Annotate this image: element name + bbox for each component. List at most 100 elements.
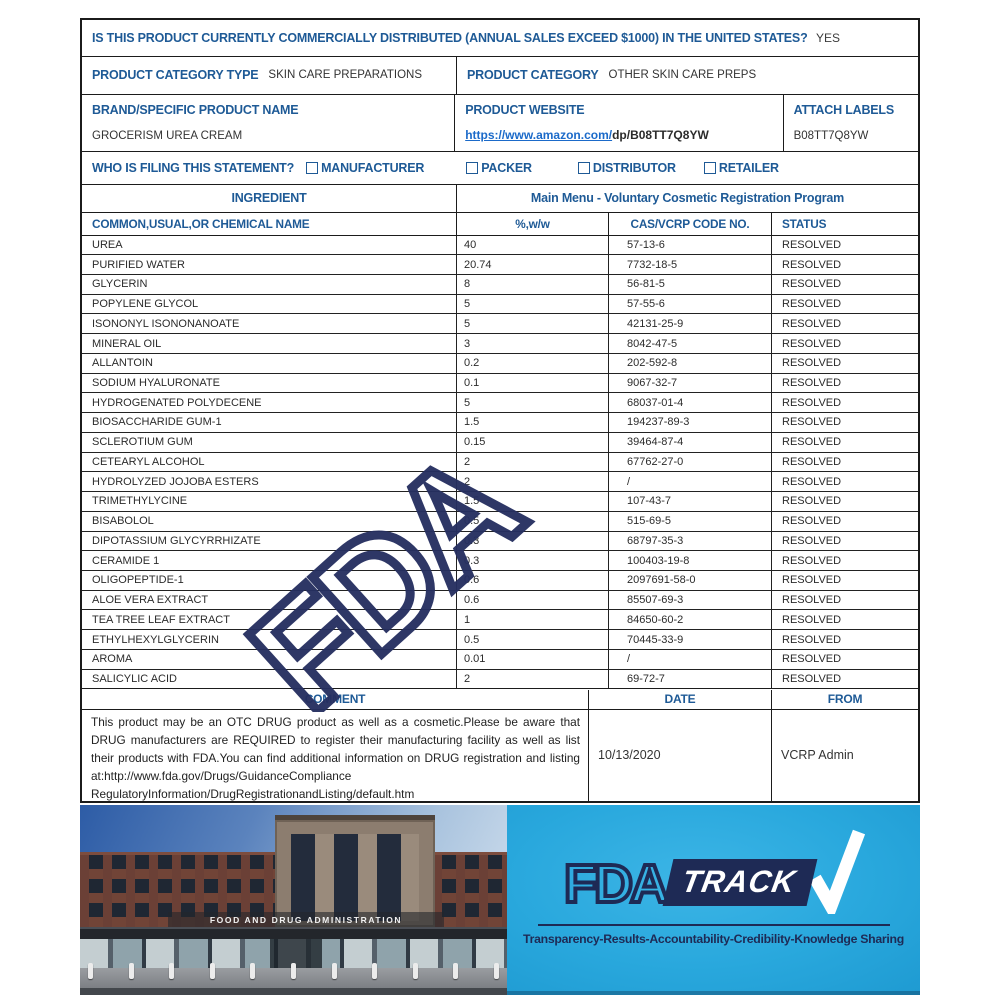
website-path: dp/B08TT7Q8YW — [612, 127, 709, 142]
ingredient-row: HYDROGENATED POLYDECENE 5 68037-01-4 RESOLV… — [82, 393, 918, 414]
filing-option[interactable]: DISTRIBUTOR — [577, 161, 676, 175]
ingredient-section-title: Main Menu - Voluntary Cosmetic Registrat… — [530, 191, 845, 205]
ingredient-pct-cell: 0.2 — [457, 353, 609, 373]
product-category-type-cell: PRODUCT CATEGORY TYPE SKIN CARE PREPARAT… — [82, 56, 457, 94]
ingredient-row: SCLEROTIUM GUM 0.15 39464-87-4 RESOLVED — [82, 432, 918, 453]
fda-track-tagline: Transparency-Results-Accountability-Cred… — [523, 932, 904, 947]
ingredient-pct-cell: 5 — [457, 393, 609, 413]
ingredient-section-header: INGREDIENT Main Menu - Voluntary Cosmeti… — [82, 184, 918, 213]
col-header-pct: %,w/w — [457, 212, 609, 235]
ingredient-cas-cell: 68797-35-3 — [609, 531, 772, 551]
ingredient-section-label: INGREDIENT — [82, 184, 457, 212]
filing-checkbox[interactable] — [703, 161, 716, 174]
bollard — [290, 963, 296, 979]
filing-checkbox[interactable] — [466, 161, 479, 174]
building-right-wing — [433, 852, 507, 927]
comment-header-row: COMMENT DATE FROM — [82, 689, 918, 710]
ingredient-cas-cell: 57-13-6 — [609, 235, 772, 255]
brand-value: GROCERISM UREA CREAM — [92, 129, 243, 142]
ingredient-row: GLYCERIN 8 56-81-5 RESOLVED — [82, 274, 918, 295]
ingredient-name-cell: SODIUM HYALURONATE — [82, 373, 457, 393]
ingredient-name-cell: ISONONYL ISONONANOATE — [82, 314, 457, 334]
ingredient-cas-cell: 202-592-8 — [609, 353, 772, 373]
ingredient-cas-cell: 39464-87-4 — [609, 432, 772, 452]
ingredient-status-cell: RESOLVED — [782, 475, 842, 488]
website-label: PRODUCT WEBSITE — [465, 102, 585, 117]
product-category-type-value: SKIN CARE PREPARATIONS — [268, 69, 422, 81]
filing-option[interactable]: RETAILER — [703, 161, 779, 175]
filing-option[interactable]: MANUFACTURER — [306, 161, 424, 175]
ingredient-row: HYDROLYZED JOJOBA ESTERS 2/ RESOLVED — [82, 472, 918, 493]
product-category-cell: PRODUCT CATEGORY OTHER SKIN CARE PREPS — [457, 57, 918, 94]
ingredient-row: BISABOLOL 0.5 515-69-5 RESOLVED — [82, 511, 918, 532]
ingredient-row: PURIFIED WATER 20.74 7732-18-5 RESOLVED — [82, 255, 918, 275]
track-wordmark: TRACK — [662, 859, 817, 907]
ingredient-pct-cell: 0.1 — [457, 373, 609, 393]
ingredient-status-cell: RESOLVED — [782, 613, 842, 626]
ingredient-pct-cell: 0.15 — [457, 432, 609, 452]
ingredient-status-cell: RESOLVED — [782, 298, 842, 311]
ingredient-cas-cell: 70445-33-9 — [609, 630, 772, 649]
ingredient-name-cell: ALLANTOIN — [82, 353, 457, 373]
ingredient-status-cell: RESOLVED — [782, 238, 842, 251]
ingredient-name-cell: HYDROGENATED POLYDECENE — [82, 393, 457, 413]
ingredient-status-cell: RESOLVED — [782, 653, 842, 666]
filing-options: MANUFACTURER PACKER DISTRIBUTOR RETAILER — [294, 161, 779, 175]
website-value: https://www.amazon.com/dp/B08TT7Q8YW — [465, 128, 772, 142]
ingredient-row: SODIUM HYALURONATE 0.1 9067-32-7 RESOLVED — [82, 373, 918, 394]
product-category-value: OTHER SKIN CARE PREPS — [608, 69, 757, 81]
filing-option[interactable]: PACKER — [466, 161, 532, 175]
comment-text: This product may be an OTC DRUG product … — [82, 709, 589, 801]
ingredient-pct-cell: 0.5 — [457, 630, 609, 649]
comment-date: 10/13/2020 — [589, 709, 772, 801]
filing-checkbox[interactable] — [306, 161, 319, 174]
filing-checkbox[interactable] — [577, 161, 590, 174]
ingredient-name-cell: UREA — [82, 235, 457, 255]
fda-logo-icon: FDA — [562, 854, 673, 912]
website-link[interactable]: https://www.amazon.com/ — [465, 127, 613, 142]
ingredient-status-cell: RESOLVED — [782, 673, 842, 686]
ingredient-name-cell: BISABOLOL — [82, 511, 457, 531]
filing-row: WHO IS FILING THIS STATEMENT? MANUFACTUR… — [82, 152, 918, 185]
ingredient-cas-cell: 85507-69-3 — [609, 590, 772, 610]
col-header-cas: CAS/VCRP CODE NO. — [609, 212, 772, 235]
ingredient-name-cell: ETHYLHEXYLGLYCERIN — [82, 630, 457, 649]
ingredient-row: ETHYLHEXYLGLYCERIN 0.5 70445-33-9 RESOLVED — [82, 630, 918, 650]
building-sign-text: FOOD AND DRUG ADMINISTRATION — [209, 914, 403, 925]
brand-cell: BRAND/SPECIFIC PRODUCT NAME GROCERISM UR… — [82, 94, 456, 151]
ingredient-cas-cell: 8042-47-5 — [609, 334, 772, 353]
ingredient-row: TEA TREE LEAF EXTRACT 1 84650-60-2 RESOLVED — [82, 610, 918, 631]
ingredient-name-cell: CETEARYL ALCOHOL — [82, 452, 457, 472]
ingredient-row: AROMA 0.01/ RESOLVED — [82, 649, 918, 670]
road — [80, 988, 507, 995]
bollard — [412, 963, 418, 979]
ingredient-row: ALLANTOIN 0.2 202-592-8 RESOLVED — [82, 353, 918, 374]
ingredient-name-cell: TRIMETHYLYCINE — [82, 492, 457, 511]
ingredient-pct-cell: 0.6 — [457, 590, 609, 610]
ingredient-cas-cell: 57-55-6 — [609, 294, 772, 314]
bollard — [128, 963, 134, 979]
ingredient-pct-cell: 0.01 — [457, 649, 609, 669]
ingredient-cas-cell: 194237-89-3 — [609, 413, 772, 432]
ingredient-cas-cell: 42131-25-9 — [609, 314, 772, 334]
ingredient-name-cell: DIPOTASSIUM GLYCYRRHIZATE — [82, 531, 457, 551]
ingredient-name-cell: OLIGOPEPTIDE-1 — [82, 570, 457, 590]
logo-divider — [537, 923, 890, 927]
ingredient-pct-cell: 1 — [457, 610, 609, 630]
attach-labels-value: B08TT7Q8YW — [793, 129, 869, 142]
bollard — [169, 963, 175, 979]
track-text: TRACK — [678, 864, 799, 900]
ingredient-pct-cell: 2 — [457, 452, 609, 472]
bollard — [372, 963, 378, 979]
building-canopy — [80, 927, 507, 939]
bollard — [88, 963, 93, 979]
comment-from: VCRP Admin — [781, 748, 854, 762]
ingredient-pct-cell: 40 — [457, 235, 609, 255]
ingredient-name-cell: POPYLENE GLYCOL — [82, 294, 457, 314]
ingredient-status-cell: RESOLVED — [782, 317, 842, 330]
building-center-windows — [291, 834, 419, 921]
ingredient-cas-cell: / — [609, 649, 772, 669]
ingredient-cas-cell: 67762-27-0 — [609, 452, 772, 472]
vcrp-form: IS THIS PRODUCT CURRENTLY COMMERCIALLY D… — [80, 18, 920, 803]
